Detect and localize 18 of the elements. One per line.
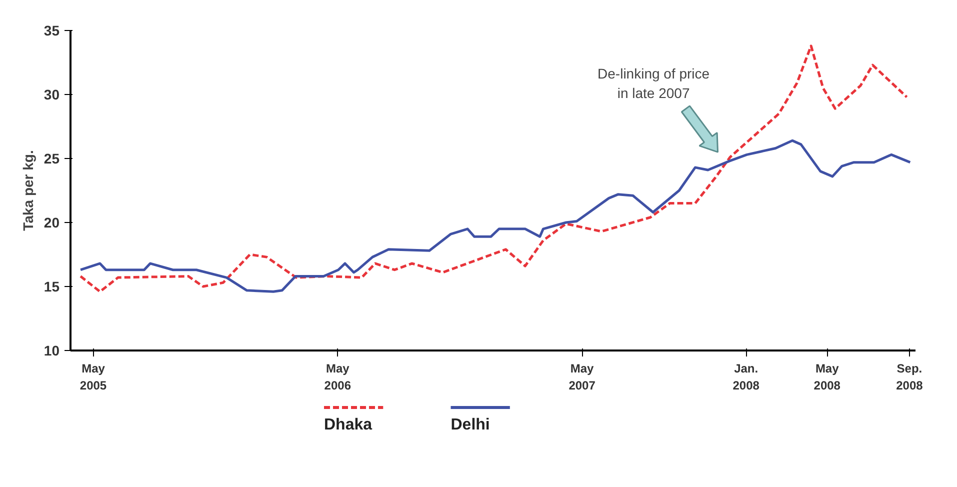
y-tick-label: 20 (44, 214, 60, 230)
legend-label: Delhi (450, 416, 490, 434)
y-tick-label: 10 (44, 342, 60, 358)
line-series (79, 139, 912, 293)
y-tick-label: 35 (44, 22, 60, 38)
y-tick-label: 15 (44, 278, 60, 294)
x-tick-label: May 2006 (324, 362, 352, 392)
line-series (79, 44, 908, 293)
x-tick-label: Sep. 2008 (896, 362, 924, 392)
y-axis-title: Taka per kg. (20, 150, 36, 231)
x-tick-label: May 2005 (80, 362, 107, 392)
y-tick-label: 25 (44, 150, 60, 166)
x-tick-label: May 2007 (568, 362, 596, 392)
annotation: De-linking of price in late 2007 (598, 66, 710, 101)
legend-label: Dhaka (324, 416, 372, 434)
x-tick-label: May 2008 (814, 362, 841, 392)
x-tick-label: Jan. 2008 (732, 362, 760, 392)
y-tick-label: 30 (44, 86, 60, 102)
